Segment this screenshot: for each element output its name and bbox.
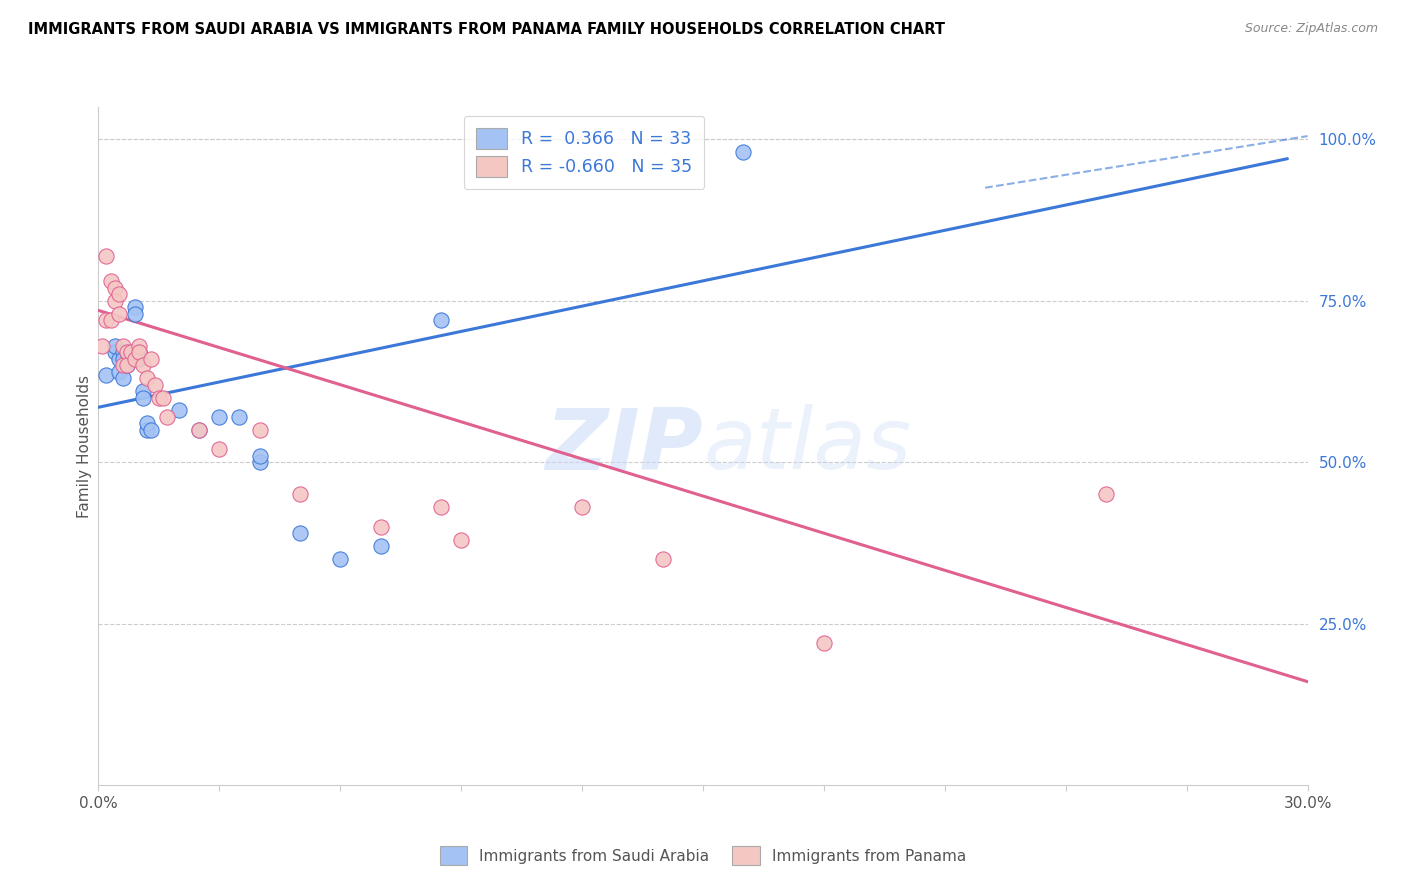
Point <box>139 351 162 366</box>
Point <box>370 539 392 553</box>
Point <box>132 359 155 373</box>
Point <box>124 307 146 321</box>
Point <box>249 423 271 437</box>
Point <box>430 500 453 515</box>
Point <box>96 368 118 382</box>
Legend: Immigrants from Saudi Arabia, Immigrants from Panama: Immigrants from Saudi Arabia, Immigrants… <box>433 840 973 871</box>
Point <box>228 409 250 424</box>
Point <box>96 248 118 262</box>
Point <box>91 339 114 353</box>
Point <box>128 345 150 359</box>
Point <box>188 423 211 437</box>
Point <box>148 391 170 405</box>
Point <box>135 423 157 437</box>
Point <box>156 409 179 424</box>
Point <box>249 449 271 463</box>
Point <box>107 307 129 321</box>
Point <box>115 359 138 373</box>
Point <box>430 313 453 327</box>
Point <box>100 313 122 327</box>
Text: Source: ZipAtlas.com: Source: ZipAtlas.com <box>1244 22 1378 36</box>
Point <box>450 533 472 547</box>
Point <box>152 391 174 405</box>
Point <box>139 423 162 437</box>
Text: IMMIGRANTS FROM SAUDI ARABIA VS IMMIGRANTS FROM PANAMA FAMILY HOUSEHOLDS CORRELA: IMMIGRANTS FROM SAUDI ARABIA VS IMMIGRAN… <box>28 22 945 37</box>
Point <box>128 351 150 366</box>
Point <box>651 552 673 566</box>
Point <box>103 345 125 359</box>
Point <box>813 636 835 650</box>
Point <box>111 351 134 366</box>
Point <box>107 365 129 379</box>
Point <box>107 287 129 301</box>
Point <box>132 391 155 405</box>
Point <box>733 145 755 160</box>
Point <box>115 345 138 359</box>
Point <box>1095 487 1118 501</box>
Point <box>103 281 125 295</box>
Point <box>288 487 311 501</box>
Point <box>96 313 118 327</box>
Y-axis label: Family Households: Family Households <box>77 375 91 517</box>
Point <box>128 345 150 359</box>
Point <box>115 345 138 359</box>
Point <box>103 293 125 308</box>
Point <box>103 339 125 353</box>
Point <box>167 403 190 417</box>
Point <box>128 339 150 353</box>
Point <box>107 351 129 366</box>
Point <box>111 371 134 385</box>
Point <box>208 409 231 424</box>
Point <box>124 351 146 366</box>
Point <box>132 384 155 398</box>
Point <box>143 377 166 392</box>
Point <box>249 455 271 469</box>
Point <box>115 345 138 359</box>
Text: atlas: atlas <box>703 404 911 488</box>
Legend: R =  0.366   N = 33, R = -0.660   N = 35: R = 0.366 N = 33, R = -0.660 N = 35 <box>464 116 704 189</box>
Point <box>288 526 311 541</box>
Point <box>124 300 146 314</box>
Point <box>115 359 138 373</box>
Text: ZIP: ZIP <box>546 404 703 488</box>
Point <box>370 519 392 533</box>
Point <box>135 371 157 385</box>
Point <box>329 552 352 566</box>
Point <box>111 345 134 359</box>
Point <box>128 345 150 359</box>
Point <box>120 345 142 359</box>
Point <box>135 417 157 431</box>
Point <box>100 274 122 288</box>
Point <box>120 351 142 366</box>
Point <box>208 442 231 457</box>
Point <box>111 359 134 373</box>
Point <box>111 339 134 353</box>
Point <box>188 423 211 437</box>
Point <box>571 500 593 515</box>
